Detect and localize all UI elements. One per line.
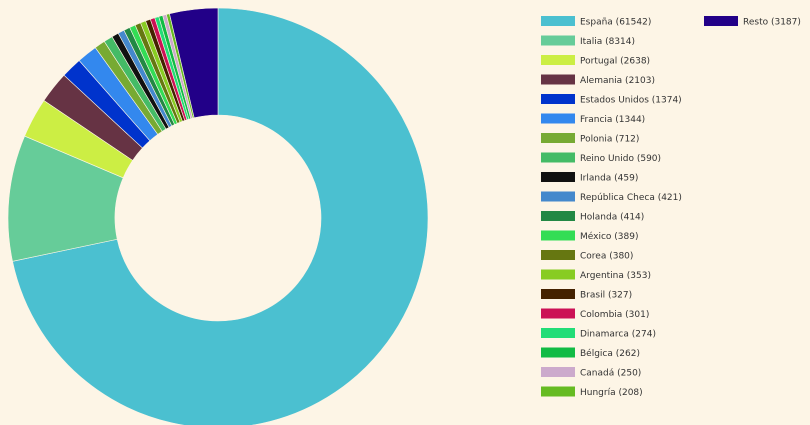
legend-swatch-21 xyxy=(704,16,738,26)
legend-swatch-6 xyxy=(541,113,575,124)
legend-swatch-20 xyxy=(541,386,575,397)
slice-21 xyxy=(169,7,219,119)
legend-swatch-15 xyxy=(541,289,575,299)
slice-1 xyxy=(12,7,429,425)
legend-label-20: Hungría (208) xyxy=(580,388,643,398)
legend-swatch-16 xyxy=(541,308,575,319)
legend-label-9: Irlanda (459) xyxy=(580,174,638,184)
legend-swatch-7 xyxy=(541,133,575,143)
legend-label-12: México (389) xyxy=(580,231,639,242)
legend-label-6: Francia (1344) xyxy=(580,115,645,125)
legend-label-17: Dinamarca (274) xyxy=(580,330,656,340)
legend-swatch-19 xyxy=(541,367,575,377)
legend-label-21: Resto (3187) xyxy=(743,18,801,28)
legend-label-13: Corea (380) xyxy=(580,252,633,262)
legend-label-11: Holanda (414) xyxy=(580,213,644,223)
legend-label-14: Argentina (353) xyxy=(580,271,651,281)
legend-swatch-13 xyxy=(541,250,575,260)
legend-swatch-5 xyxy=(541,94,575,104)
legend-label-2: Italia (8314) xyxy=(580,37,635,47)
chart-legend: España (61542) Italia (8314) Portugal (263… xyxy=(541,16,801,398)
legend-swatch-2 xyxy=(541,35,575,46)
legend-label-19: Canadá (250) xyxy=(580,369,641,379)
legend-swatch-12 xyxy=(541,230,575,241)
legend-swatch-11 xyxy=(541,211,575,221)
legend-swatch-9 xyxy=(541,172,575,182)
legend-label-18: Bélgica (262) xyxy=(580,348,640,359)
legend-swatch-18 xyxy=(541,347,575,358)
legend-label-7: Polonia (712) xyxy=(580,135,639,145)
legend-swatch-3 xyxy=(541,55,575,65)
legend-label-15: Brasil (327) xyxy=(580,291,632,301)
legend-swatch-14 xyxy=(541,269,575,280)
legend-label-8: Reino Unido (590) xyxy=(580,154,661,164)
legend-label-5: Estados Unidos (1374) xyxy=(580,96,682,106)
legend-swatch-4 xyxy=(541,74,575,85)
legend-swatch-1 xyxy=(541,16,575,26)
legend-label-1: España (61542) xyxy=(580,18,651,28)
legend-swatch-17 xyxy=(541,328,575,338)
legend-swatch-10 xyxy=(541,191,575,202)
chart-slices xyxy=(7,7,429,425)
legend-swatch-8 xyxy=(541,152,575,163)
legend-label-3: Portugal (2638) xyxy=(580,57,650,67)
legend-label-16: Colombia (301) xyxy=(580,310,649,320)
legend-label-10: República Checa (421) xyxy=(580,193,682,203)
legend-label-4: Alemania (2103) xyxy=(580,76,655,86)
